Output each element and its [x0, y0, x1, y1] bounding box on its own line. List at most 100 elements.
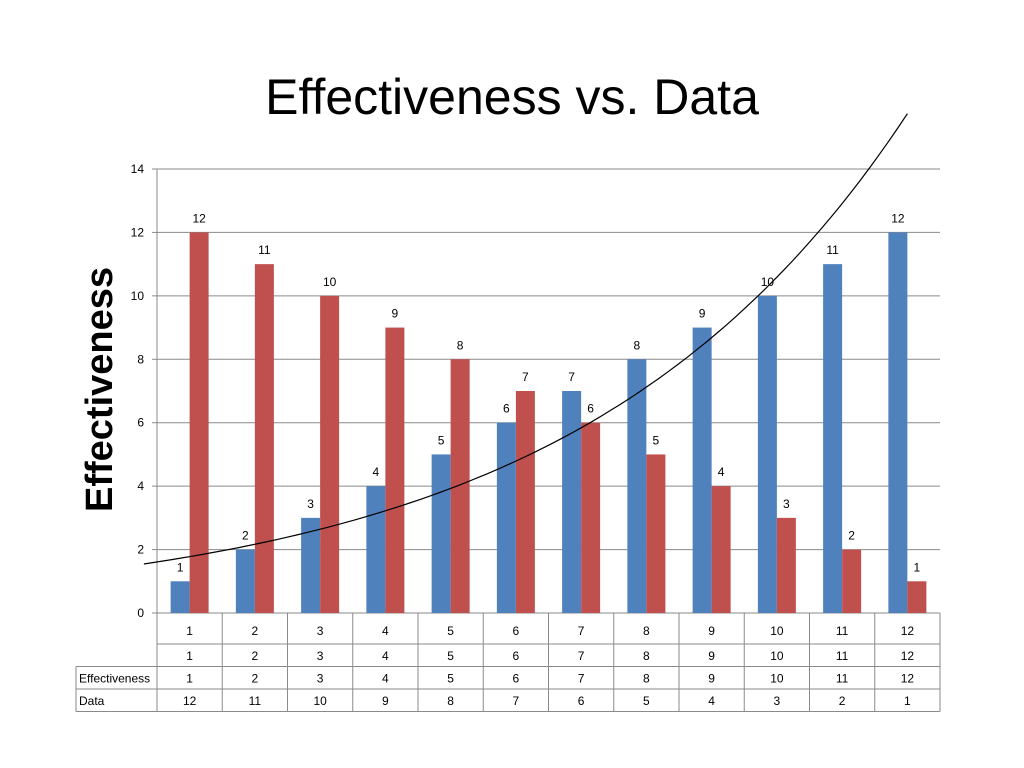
data-label-effectiveness-6: 6	[503, 402, 510, 416]
trendline-exponential	[143, 113, 908, 565]
bar-data-11	[842, 549, 862, 613]
table-cell-0-2: 2	[252, 649, 259, 663]
bar-effectiveness-12	[888, 232, 908, 613]
bar-data-12	[907, 581, 927, 613]
bar-data-10	[776, 517, 796, 613]
x-tick-label-7: 7	[578, 624, 585, 638]
bar-effectiveness-1	[170, 581, 190, 613]
table-cell-2-2: 11	[249, 694, 262, 708]
bar-data-6	[515, 391, 535, 613]
x-tick-label-9: 9	[708, 624, 715, 638]
bar-effectiveness-7	[562, 391, 582, 613]
table-cell-2-5: 8	[447, 694, 454, 708]
table-cell-0-6: 6	[513, 649, 520, 663]
table-cell-1-11: 11	[836, 672, 849, 686]
bar-data-5	[450, 359, 470, 613]
bar-effectiveness-6	[496, 422, 516, 613]
x-tick-label-8: 8	[643, 624, 650, 638]
bar-data-9	[711, 486, 731, 613]
table-cell-2-3: 10	[313, 694, 327, 708]
table-cell-0-3: 3	[317, 649, 324, 663]
bar-effectiveness-5	[431, 454, 451, 613]
bar-data-7	[581, 422, 601, 613]
x-tick-label-12: 12	[901, 624, 915, 638]
table-cell-2-1: 12	[183, 694, 197, 708]
data-label-data-3: 10	[323, 275, 337, 289]
table-cell-0-4: 4	[382, 649, 389, 663]
y-tick-label-2: 2	[137, 543, 144, 557]
table-cell-2-9: 4	[708, 694, 715, 708]
bar-effectiveness-8	[627, 359, 647, 613]
data-label-effectiveness-2: 2	[242, 529, 249, 543]
table-cell-0-10: 10	[770, 649, 784, 663]
y-tick-label-14: 14	[131, 162, 145, 176]
y-tick-label-4: 4	[137, 479, 144, 493]
data-label-data-10: 3	[783, 497, 790, 511]
x-tick-label-3: 3	[317, 624, 324, 638]
table-cell-2-6: 7	[513, 694, 520, 708]
table-cell-1-6: 6	[513, 672, 520, 686]
table-cell-2-11: 2	[839, 694, 846, 708]
data-label-data-6: 7	[522, 370, 529, 384]
data-label-data-4: 9	[392, 307, 399, 321]
x-tick-label-11: 11	[836, 624, 849, 638]
bar-effectiveness-10	[757, 295, 777, 613]
data-label-data-9: 4	[718, 465, 725, 479]
table-row-label-1: Effectiveness	[79, 672, 150, 686]
data-label-effectiveness-11: 11	[826, 243, 839, 257]
table-cell-1-3: 3	[317, 672, 324, 686]
table-cell-1-12: 12	[901, 672, 915, 686]
slide-title: Effectiveness vs. Data	[265, 69, 759, 125]
y-tick-label-8: 8	[137, 352, 144, 366]
table-cell-1-7: 7	[578, 672, 585, 686]
data-label-effectiveness-4: 4	[373, 465, 380, 479]
bar-effectiveness-4	[366, 486, 386, 613]
table-cell-0-8: 8	[643, 649, 650, 663]
table-cell-0-1: 1	[186, 649, 193, 663]
bar-effectiveness-2	[235, 549, 255, 613]
table-cell-2-4: 9	[382, 694, 389, 708]
table-cell-1-4: 4	[382, 672, 389, 686]
data-label-data-11: 2	[848, 529, 855, 543]
data-label-effectiveness-10: 10	[761, 275, 775, 289]
table-cell-2-7: 6	[578, 694, 585, 708]
bar-data-1	[189, 232, 209, 613]
data-label-data-1: 12	[192, 211, 206, 225]
data-label-effectiveness-12: 12	[891, 211, 905, 225]
table-cell-2-10: 3	[774, 694, 781, 708]
x-tick-label-10: 10	[770, 624, 784, 638]
table-cell-0-5: 5	[447, 649, 454, 663]
bar-effectiveness-9	[692, 327, 712, 613]
y-tick-label-10: 10	[131, 289, 145, 303]
table-row-label-2: Data	[79, 694, 105, 708]
table-cell-0-11: 11	[836, 649, 849, 663]
x-tick-label-6: 6	[513, 624, 520, 638]
table-cell-1-5: 5	[447, 672, 454, 686]
x-tick-label-4: 4	[382, 624, 389, 638]
data-label-data-2: 11	[258, 243, 271, 257]
data-label-effectiveness-9: 9	[699, 307, 706, 321]
bar-effectiveness-3	[301, 517, 321, 613]
y-tick-label-12: 12	[131, 225, 145, 239]
table-cell-0-7: 7	[578, 649, 585, 663]
table-cell-1-10: 10	[770, 672, 784, 686]
data-label-effectiveness-5: 5	[438, 433, 445, 447]
table-cell-0-12: 12	[901, 649, 915, 663]
bar-data-3	[320, 295, 340, 613]
bar-effectiveness-11	[823, 264, 843, 613]
x-tick-label-1: 1	[186, 624, 193, 638]
data-label-effectiveness-8: 8	[634, 338, 641, 352]
table-cell-1-9: 9	[708, 672, 715, 686]
table-cell-0-9: 9	[708, 649, 715, 663]
table-cell-1-2: 2	[252, 672, 259, 686]
x-tick-label-5: 5	[447, 624, 454, 638]
bar-data-8	[646, 454, 666, 613]
x-tick-label-2: 2	[252, 624, 259, 638]
data-label-effectiveness-3: 3	[307, 497, 314, 511]
table-cell-2-8: 5	[643, 694, 650, 708]
data-label-effectiveness-1: 1	[177, 560, 184, 574]
data-label-data-5: 8	[457, 338, 464, 352]
y-tick-label-0: 0	[137, 606, 144, 620]
y-tick-label-6: 6	[137, 416, 144, 430]
